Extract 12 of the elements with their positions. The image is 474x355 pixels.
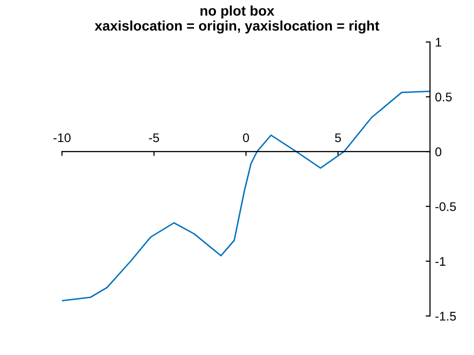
- y-tick-label: 0.5: [435, 92, 452, 102]
- y-tick-label: 0: [435, 147, 442, 156]
- x-tick-label: -5: [149, 133, 160, 142]
- y-tick-label: -0.5: [435, 202, 456, 212]
- x-tick-label: 0: [243, 133, 249, 142]
- x-tick-label: 5: [335, 133, 341, 142]
- y-tick-label: 1: [436, 38, 442, 47]
- chart-subtitle: xaxislocation = origin, yaxislocation = right: [94, 20, 380, 34]
- x-tick-label: -10: [54, 133, 71, 142]
- chart-title: no plot box: [200, 6, 274, 18]
- y-tick-label: -1: [435, 257, 446, 266]
- y-tick-label: -1.5: [435, 312, 456, 321]
